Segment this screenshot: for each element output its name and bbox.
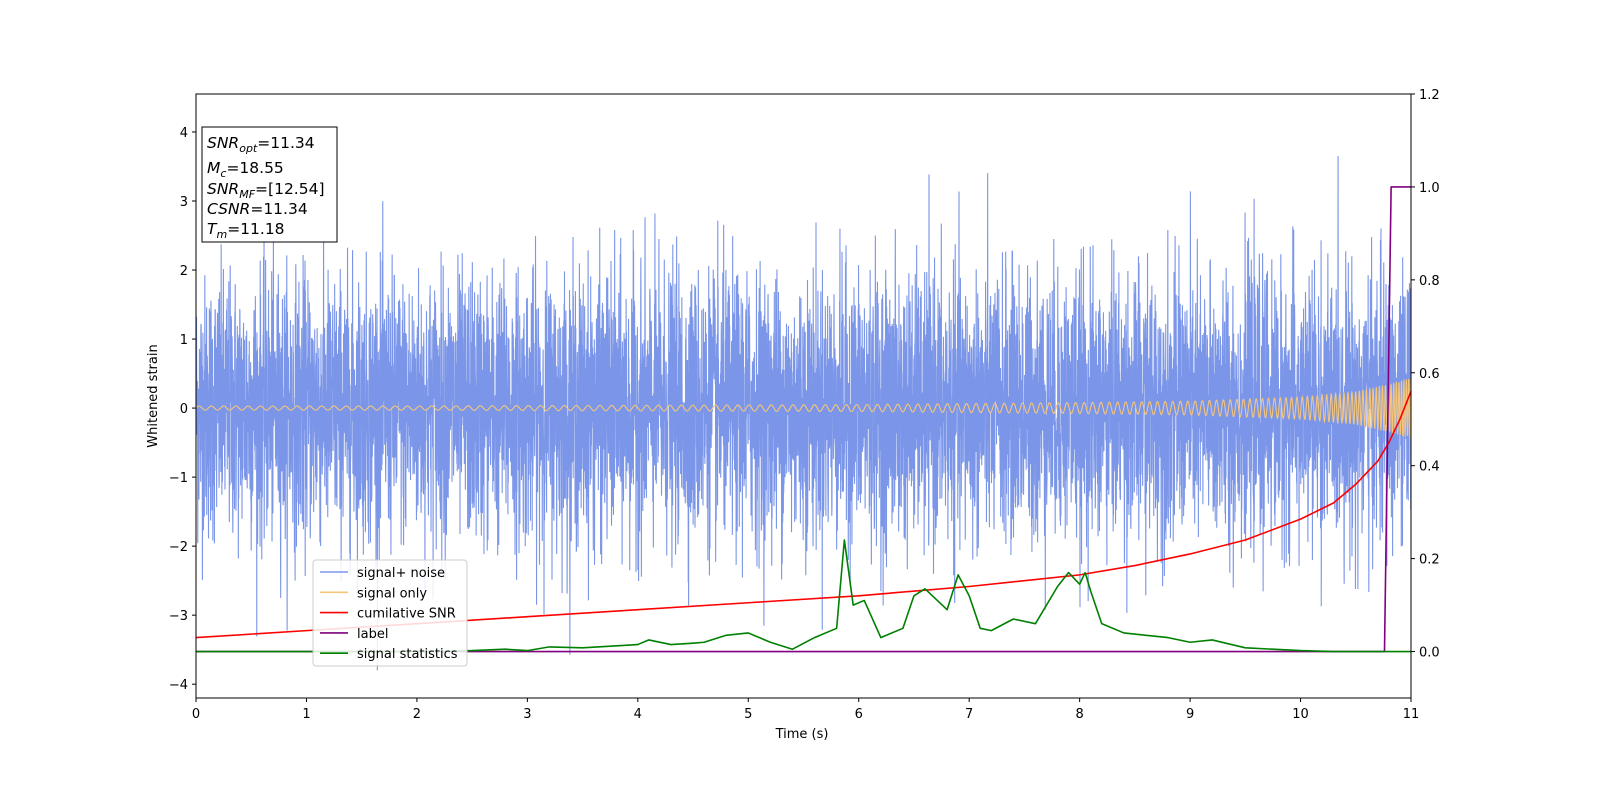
- annotation-subscript: MF: [239, 188, 255, 201]
- legend-label: label: [357, 627, 388, 642]
- annotation-symbol: SNR: [207, 180, 239, 198]
- legend-label: signal+ noise: [357, 566, 445, 581]
- annotation-value: =11.34: [257, 134, 314, 152]
- annotation-value: =18.55: [226, 159, 283, 177]
- x-axis: 0 1 2 3 4 5 6 7 8 9 10 11: [192, 698, 1419, 722]
- annotation-subscript: opt: [239, 142, 258, 155]
- annotation-symbol: T: [207, 220, 218, 238]
- x-tick-label: 11: [1403, 707, 1420, 722]
- annotation-symbol: M: [207, 159, 220, 177]
- legend-item-signal-plus-noise: signal+ noise: [320, 566, 445, 581]
- x-axis-label: Time (s): [775, 727, 829, 742]
- x-tick-label: 4: [634, 707, 642, 722]
- legend-item-signal-only: signal only: [320, 586, 427, 601]
- legend-item-signal-statistics: signal statistics: [320, 647, 458, 662]
- y2-tick-label: 0.6: [1419, 367, 1440, 382]
- y-tick-label: 0: [180, 402, 188, 417]
- y2-tick-label: 0.4: [1419, 460, 1440, 475]
- legend-item-cumilative-snr: cumilative SNR: [320, 607, 456, 622]
- annotation-subscript: c: [220, 167, 226, 180]
- y-tick-label: −2: [169, 540, 188, 555]
- y-tick-label: 3: [180, 195, 188, 210]
- y-tick-label: −4: [169, 678, 188, 693]
- series-cumilative-snr-line: [196, 391, 1411, 639]
- y2-tick-label: 0.8: [1419, 274, 1440, 289]
- y2-tick-label: 0.2: [1419, 553, 1440, 568]
- y-tick-label: 4: [180, 126, 188, 141]
- x-tick-label: 1: [302, 707, 310, 722]
- annotation-symbol: CSNR: [207, 200, 250, 218]
- series-signal-only-line: [196, 377, 1411, 439]
- series-signal-plus-noise-line: [196, 156, 1411, 671]
- legend-label: signal only: [357, 586, 427, 601]
- y-axis-right: 0.0 0.2 0.4 0.6 0.8 1.0 1.2: [1411, 88, 1440, 661]
- y-axis-left: −4 −3 −2 −1 0 1 2 3 4: [169, 126, 196, 693]
- legend-item-label: label: [320, 627, 388, 642]
- annotation-subscript: m: [216, 228, 227, 241]
- legend-frame: [312, 559, 468, 667]
- legend: signal+ noise signal only cumilative SNR la…: [312, 559, 468, 667]
- annotation-value: =11.34: [250, 200, 307, 218]
- y-tick-label: 1: [180, 333, 188, 348]
- x-tick-label: 9: [1186, 707, 1194, 722]
- y-tick-label: −1: [169, 471, 188, 486]
- y-tick-label: 2: [180, 264, 188, 279]
- y2-tick-label: 1.2: [1419, 88, 1440, 103]
- annotation-box: [201, 126, 338, 243]
- x-tick-label: 3: [523, 707, 531, 722]
- annotation-symbol: SNR: [207, 134, 239, 152]
- annotation-text: SNRopt=11.34 Mc=18.55 SNRMF=[12.54] CSNR=11…: [207, 134, 325, 241]
- x-tick-label: 10: [1292, 707, 1309, 722]
- x-tick-label: 6: [855, 707, 863, 722]
- annotation-value: =11.18: [227, 220, 284, 238]
- axes-frame: [195, 93, 1412, 699]
- legend-label: cumilative SNR: [357, 607, 456, 622]
- y-tick-label: −3: [169, 609, 188, 624]
- legend-label: signal statistics: [357, 647, 458, 662]
- annotation-value: =[12.54]: [255, 180, 324, 198]
- x-tick-label: 5: [744, 707, 752, 722]
- series-label-line: [196, 186, 1411, 653]
- plot-area: [196, 156, 1411, 671]
- x-tick-label: 0: [192, 707, 200, 722]
- y2-tick-label: 1.0: [1419, 181, 1440, 196]
- y2-tick-label: 0.0: [1419, 646, 1440, 661]
- x-tick-label: 8: [1075, 707, 1083, 722]
- x-tick-label: 2: [413, 707, 421, 722]
- y-axis-label: Whitened strain: [146, 344, 161, 447]
- series-signal-statistics-line: [196, 539, 1411, 653]
- x-tick-label: 7: [965, 707, 973, 722]
- stats-annotation: SNRopt=11.34 Mc=18.55 SNRMF=[12.54] CSNR=11…: [201, 126, 338, 243]
